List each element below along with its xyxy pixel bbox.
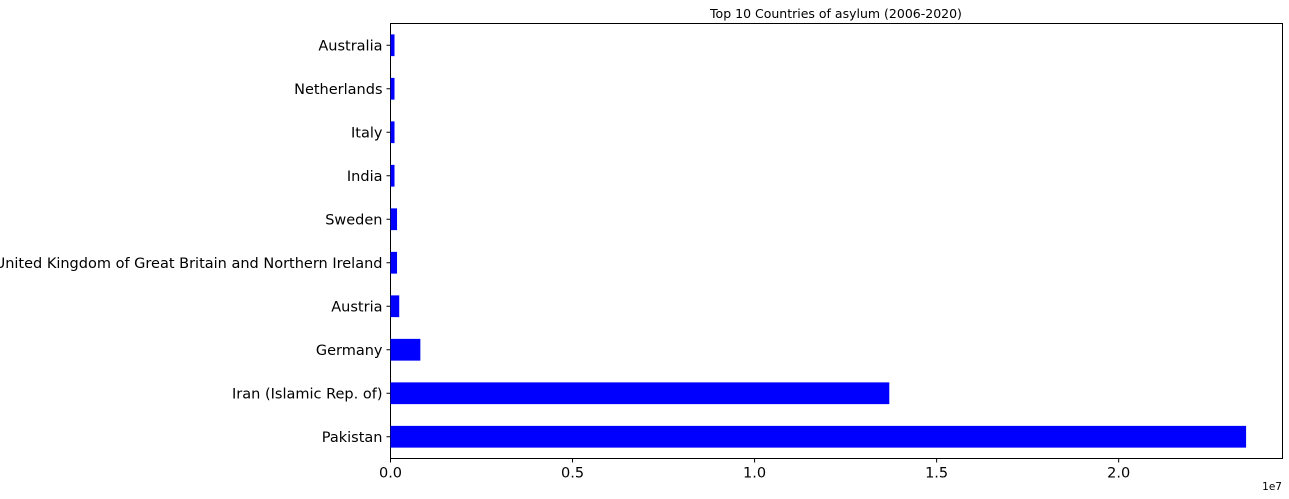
y-tick-label: Germany — [316, 343, 383, 359]
bar-germany — [390, 338, 421, 361]
y-tick-label: Pakistan — [322, 430, 383, 446]
bar-australia — [390, 34, 395, 57]
bars-group — [390, 34, 1247, 448]
x-axis: 0.0 0.5 1.0 1.5 2.0 — [379, 458, 1130, 482]
bar-pakistan — [390, 425, 1247, 448]
y-tick-label: Italy — [351, 125, 383, 141]
plot-area-frame — [390, 23, 1283, 459]
y-tick-label: United Kingdom of Great Britain and Nort… — [0, 256, 383, 272]
y-tick-label: Netherlands — [294, 82, 382, 98]
y-tick-label: Australia — [318, 38, 382, 54]
x-tick-label: 2.0 — [1107, 466, 1130, 482]
bar-sweden — [390, 208, 398, 231]
bar-austria — [390, 295, 400, 318]
bar-india — [390, 164, 395, 187]
y-tick-label: India — [347, 169, 383, 185]
y-tick-label: Austria — [331, 299, 382, 315]
x-tick-label: 1.5 — [925, 466, 948, 482]
y-axis: Pakistan Iran (Islamic Rep. of) Germany Aus… — [0, 38, 391, 446]
y-tick-label: Sweden — [325, 212, 382, 228]
bar-united-kingdom-of-great-britain-and-northern-ireland — [390, 251, 398, 274]
x-tick-label: 0.5 — [561, 466, 584, 482]
x-axis-offset-label: 1e7 — [1262, 481, 1282, 493]
bar-italy — [390, 121, 395, 144]
chart-title: Top 10 Countries of asylum (2006-2020) — [709, 6, 962, 21]
y-tick-label: Iran (Islamic Rep. of) — [232, 386, 382, 402]
x-tick-label: 1.0 — [743, 466, 766, 482]
x-tick-label: 0.0 — [379, 466, 402, 482]
bar-iran-islamic-rep-of — [390, 382, 890, 405]
bar-netherlands — [390, 77, 395, 100]
